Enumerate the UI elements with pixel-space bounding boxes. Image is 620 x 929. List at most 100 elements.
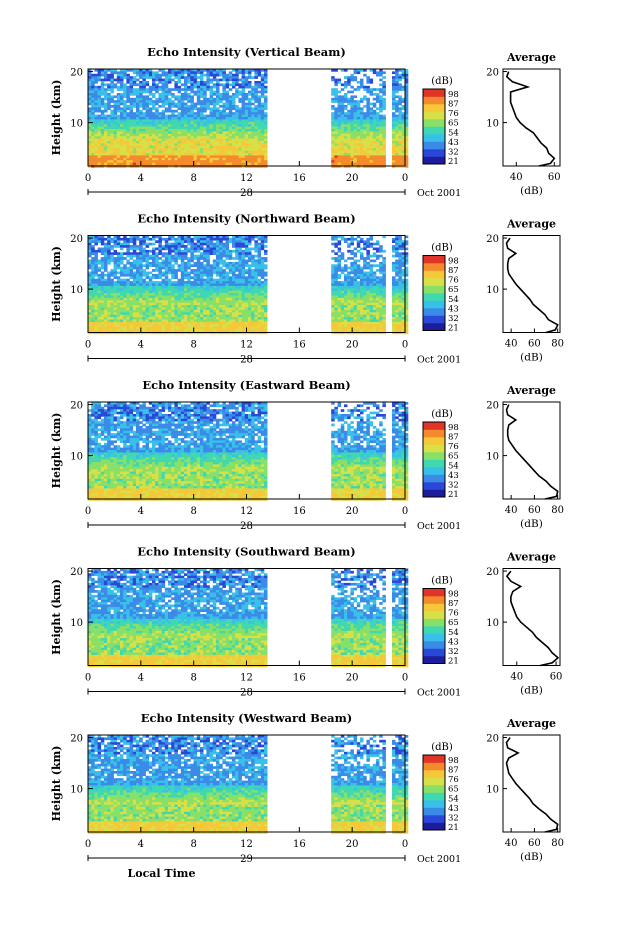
colorbar-swatch: [423, 96, 445, 105]
colorbar-swatch: [423, 792, 445, 801]
colorbar-swatch: [423, 603, 445, 612]
colorbar-swatch: [423, 777, 445, 786]
colorbar-swatch: [423, 156, 445, 165]
average-frame: [502, 235, 561, 333]
colorbar-tick-label: 43: [448, 304, 459, 314]
colorbar-tick-label: 21: [448, 823, 459, 833]
y-tick-label: 10: [70, 785, 83, 796]
y-axis-label: Height (km): [50, 746, 63, 822]
average-x-tick-label: 60: [528, 339, 541, 350]
colorbar-tick-label: 87: [448, 599, 459, 609]
average-title: Average: [506, 51, 556, 64]
x-tick-label: 0: [85, 340, 91, 351]
colorbar-swatch: [423, 633, 445, 642]
colorbar-swatch: [423, 452, 445, 460]
colorbar-frame: [422, 588, 446, 664]
x-tick-label: 8: [190, 173, 196, 184]
x-tick-label: 0: [85, 673, 91, 684]
colorbar-tick-label: 65: [448, 285, 459, 295]
x-tick-label: 4: [138, 839, 144, 850]
average-y-tick-label: 10: [486, 119, 499, 130]
colorbar-swatch: [423, 141, 445, 150]
colorbar-swatch: [423, 278, 445, 286]
colorbar-swatch: [423, 482, 445, 490]
x-tick-label: 20: [346, 839, 359, 850]
average-y-tick-label: 10: [486, 452, 499, 463]
colorbar-tick-label: 32: [448, 147, 459, 157]
panel-1: Echo Intensity (Vertical Beam) 20 10 Height…: [50, 45, 561, 199]
colorbar-swatch: [423, 255, 445, 264]
x-tick-label: 8: [190, 506, 196, 517]
average-y-tick-label: 20: [486, 734, 499, 745]
colorbar-swatch: [423, 104, 445, 112]
colorbar-swatch: [423, 134, 445, 142]
x-tick-label: 16: [293, 173, 306, 184]
colorbar-tick-label: 98: [448, 423, 459, 433]
colorbar-swatch: [423, 467, 445, 475]
colorbar-frame: [422, 421, 446, 498]
colorbar-tick-label: 43: [448, 637, 459, 647]
colorbar-tick-label: 76: [448, 609, 459, 619]
panel-3: Echo Intensity (Eastward Beam) 20 10 Height…: [50, 378, 564, 532]
average-frame: [502, 68, 561, 167]
colorbar-tick-label: 54: [448, 461, 459, 471]
average-x-tick-label: 40: [505, 838, 518, 849]
x-tick-label: 8: [190, 673, 196, 684]
colorbar-unit: (dB): [431, 409, 453, 420]
x-tick-label: 4: [138, 506, 144, 517]
average-profile-line: [505, 71, 556, 167]
colorbar-tick-label: 87: [448, 433, 459, 443]
average-frame: [502, 401, 561, 500]
average-y-tick-label: 20: [486, 68, 499, 79]
y-axis-label: Height (km): [50, 246, 63, 322]
x-tick-label: 12: [240, 173, 253, 184]
x-tick-label: 0: [85, 173, 91, 184]
x-tick-label: 16: [293, 673, 306, 684]
colorbar-unit: (dB): [431, 76, 453, 87]
colorbar-tick-label: 54: [448, 295, 459, 305]
colorbar-swatch: [423, 293, 445, 301]
y-tick-label: 10: [70, 618, 83, 629]
average-title: Average: [506, 218, 556, 231]
colorbar-tick-label: 32: [448, 647, 459, 657]
colorbar-swatch: [423, 459, 445, 468]
colorbar-tick-label: 65: [448, 119, 459, 129]
day-label: 28: [240, 521, 253, 532]
colorbar-swatch: [423, 489, 445, 498]
x-tick-label: 8: [190, 839, 196, 850]
y-axis-label: Height (km): [50, 80, 63, 156]
colorbar-tick-label: 43: [448, 471, 459, 481]
average-profile-line: [505, 404, 559, 500]
y-axis-label: Height (km): [50, 413, 63, 489]
average-x-tick-label: 80: [551, 339, 564, 350]
x-tick-label: 8: [190, 340, 196, 351]
colorbar-swatch: [423, 648, 445, 657]
colorbar-swatch: [423, 755, 445, 763]
colorbar-tick-label: 54: [448, 128, 459, 138]
x-tick-label: 12: [240, 673, 253, 684]
heatmap-cells: [88, 568, 409, 668]
x-tick-label: 4: [138, 673, 144, 684]
x-tick-label: 16: [293, 506, 306, 517]
average-x-label: (dB): [520, 352, 543, 364]
colorbar-swatch: [423, 126, 445, 135]
x-tick-label: 0: [402, 506, 408, 517]
colorbar-tick-label: 54: [448, 794, 459, 804]
colorbar-tick-label: 98: [448, 590, 459, 600]
x-tick-label: 4: [138, 340, 144, 351]
average-frame: [502, 734, 561, 833]
date-label: Oct 2001: [417, 521, 461, 532]
average-y-tick-label: 20: [486, 567, 499, 578]
colorbar-swatch: [423, 611, 445, 619]
y-tick-label: 20: [70, 68, 83, 79]
average-x-tick-label: 60: [550, 672, 563, 683]
average-y-tick-label: 20: [486, 401, 499, 412]
x-tick-label: 0: [402, 173, 408, 184]
colorbar-swatch: [423, 315, 445, 324]
colorbar-tick-label: 43: [448, 804, 459, 814]
colorbar-swatch: [423, 444, 445, 453]
colorbar-swatch: [423, 323, 445, 331]
x-tick-label: 4: [138, 173, 144, 184]
colorbar-swatch: [423, 111, 445, 120]
